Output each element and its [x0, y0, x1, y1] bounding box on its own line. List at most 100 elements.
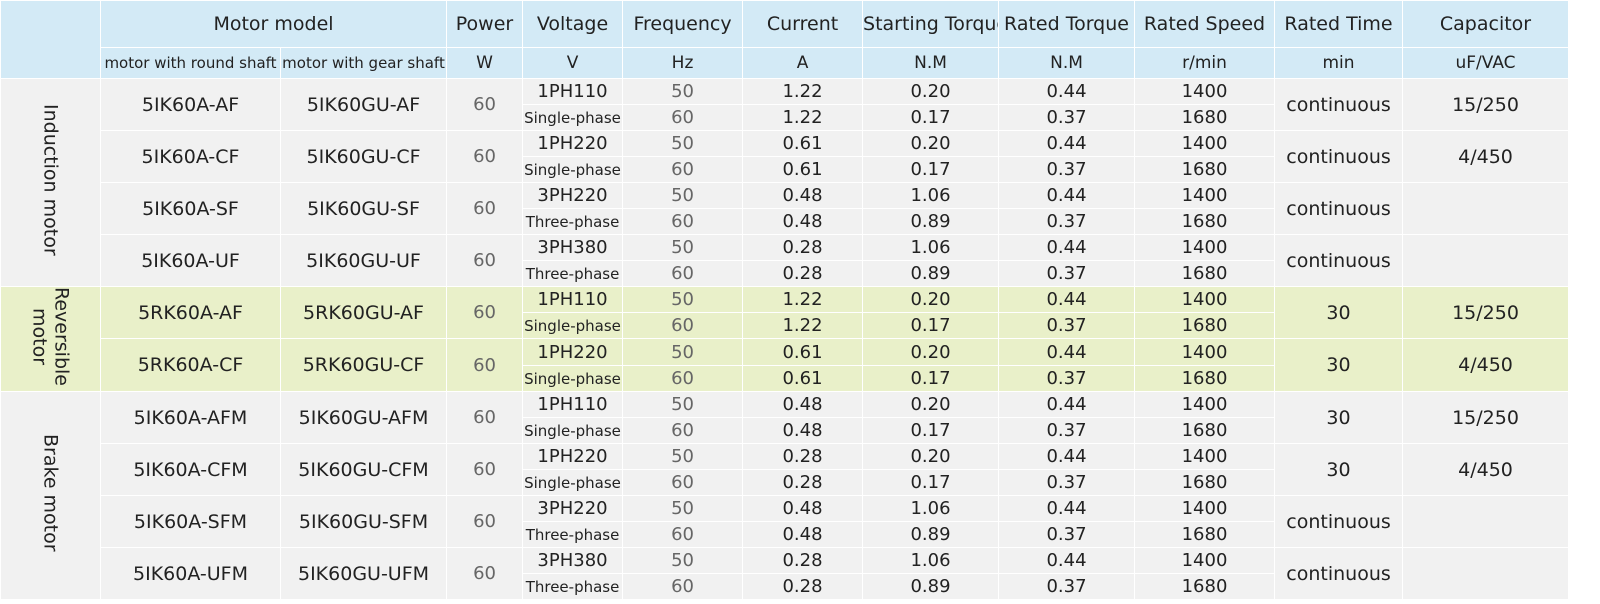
- round-shaft-model: 5IK60A-SFM: [100, 495, 281, 548]
- frequency-value: 50: [622, 182, 744, 209]
- starting-torque-value: 1.06: [862, 547, 1000, 574]
- round-shaft-model: 5RK60A-CF: [100, 338, 281, 392]
- rated-speed-value: 1680: [1134, 417, 1276, 444]
- table-row: 5IK60A-UFM 5IK60GU-UFM 60 3PH380 50 0.28 1.06 0…: [1, 547, 1570, 600]
- unit-current: A: [742, 47, 864, 79]
- rated-time-value: 30: [1274, 391, 1404, 444]
- phase-value: Single-phase: [522, 365, 624, 392]
- frequency-value: 60: [622, 469, 744, 496]
- rated-time-value: continuous: [1274, 182, 1404, 235]
- header-voltage: Voltage: [522, 0, 624, 48]
- header-rated-time: Rated Time: [1274, 0, 1404, 48]
- rated-torque-value: 0.44: [998, 286, 1136, 313]
- unit-capacitor: uF/VAC: [1402, 47, 1570, 79]
- round-shaft-model: 5RK60A-AF: [100, 286, 281, 339]
- rated-torque-value: 0.37: [998, 156, 1136, 183]
- rated-torque-value: 0.37: [998, 469, 1136, 496]
- header-motor-model: Motor model: [99, 0, 448, 48]
- starting-torque-value: 0.20: [862, 130, 1000, 157]
- rated-time-value: continuous: [1274, 547, 1404, 600]
- rated-torque-value: 0.37: [998, 260, 1136, 287]
- table-row: 5IK60A-CF 5IK60GU-CF 60 1PH220 50 0.61 0.20 0.4…: [1, 130, 1570, 183]
- frequency-value: 60: [622, 156, 744, 183]
- frequency-value: 50: [622, 78, 744, 105]
- rated-time-value: continuous: [1274, 234, 1404, 287]
- round-shaft-model: 5IK60A-UF: [100, 234, 281, 287]
- capacitor-value: 15/250: [1402, 391, 1570, 444]
- rated-torque-value: 0.44: [998, 130, 1136, 157]
- rated-time-value: 30: [1274, 286, 1404, 339]
- table-row: 5IK60A-SF 5IK60GU-SF 60 3PH220 50 0.48 1.06 0.4…: [1, 182, 1570, 235]
- frequency-value: 50: [622, 547, 744, 574]
- rated-speed-value: 1400: [1134, 547, 1276, 574]
- phase-value: Single-phase: [522, 156, 624, 183]
- frequency-value: 50: [622, 234, 744, 261]
- rated-torque-value: 0.37: [998, 573, 1136, 600]
- frequency-value: 60: [622, 208, 744, 235]
- starting-torque-value: 0.17: [862, 156, 1000, 183]
- frequency-value: 50: [622, 495, 744, 522]
- rated-speed-value: 1400: [1134, 443, 1276, 470]
- frequency-value: 50: [622, 443, 744, 470]
- rated-torque-value: 0.44: [998, 182, 1136, 209]
- current-value: 0.28: [742, 469, 864, 496]
- current-value: 0.48: [742, 521, 864, 548]
- rated-time-value: continuous: [1274, 78, 1404, 131]
- phase-value: Three-phase: [522, 208, 624, 235]
- unit-starting-torque: N.M: [862, 47, 1000, 79]
- phase-value: Single-phase: [522, 469, 624, 496]
- voltage-value: 1PH110: [522, 286, 624, 313]
- rated-speed-value: 1680: [1134, 156, 1276, 183]
- table-row: 5IK60A-CFM 5IK60GU-CFM 60 1PH220 50 0.28 0.20 0…: [1, 443, 1570, 496]
- current-value: 0.61: [742, 130, 864, 157]
- table-row: 5IK60A-SFM 5IK60GU-SFM 60 3PH220 50 0.48 1.06 0…: [1, 495, 1570, 548]
- table-row: Brake motor 5IK60A-AFM 5IK60GU-AFM 60 1PH110…: [0, 391, 1570, 600]
- phase-value: Three-phase: [522, 521, 624, 548]
- rated-speed-value: 1400: [1134, 234, 1276, 261]
- starting-torque-value: 0.20: [862, 391, 1000, 418]
- starting-torque-value: 0.89: [862, 521, 1000, 548]
- power-value: 60: [446, 130, 524, 183]
- phase-value: Single-phase: [522, 417, 624, 444]
- power-value: 60: [446, 78, 524, 131]
- table-row: Three-phase 60 0.48 0.89 0.37 1680: [1, 521, 1569, 548]
- current-value: 0.28: [742, 547, 864, 574]
- round-shaft-model: 5IK60A-AF: [100, 78, 281, 131]
- rated-torque-value: 0.37: [998, 208, 1136, 235]
- starting-torque-value: 0.17: [862, 365, 1000, 392]
- group-label: Reversible motor: [28, 287, 73, 387]
- starting-torque-value: 0.89: [862, 208, 1000, 235]
- table-row: Three-phase 60 0.28 0.89 0.37 1680: [1, 260, 1569, 287]
- table-row: Reversible motor 5RK60A-AF 5RK60GU-AF 60 1PH…: [0, 286, 1570, 392]
- starting-torque-value: 0.89: [862, 260, 1000, 287]
- current-value: 0.28: [742, 443, 864, 470]
- table-row: Single-phase 60 1.22 0.17 0.37 1680: [1, 104, 1569, 131]
- rated-time-value: 30: [1274, 338, 1404, 392]
- voltage-value: 1PH110: [522, 78, 624, 105]
- frequency-value: 50: [622, 286, 744, 313]
- starting-torque-value: 0.20: [862, 286, 1000, 313]
- round-shaft-model: 5IK60A-CFM: [100, 443, 281, 496]
- header-current: Current: [742, 0, 864, 48]
- power-value: 60: [446, 182, 524, 235]
- rated-speed-value: 1680: [1134, 104, 1276, 131]
- gear-shaft-model: 5RK60GU-CF: [279, 338, 448, 392]
- starting-torque-value: 1.06: [862, 182, 1000, 209]
- round-shaft-model: 5IK60A-CF: [100, 130, 281, 183]
- current-value: 0.48: [742, 391, 864, 418]
- capacitor-value: 15/250: [1402, 286, 1570, 339]
- current-value: 1.22: [742, 286, 864, 313]
- rated-speed-value: 1680: [1134, 208, 1276, 235]
- unit-round-shaft: motor with round shaft: [100, 47, 281, 79]
- phase-value: Three-phase: [522, 573, 624, 600]
- frequency-value: 60: [622, 104, 744, 131]
- rated-speed-value: 1400: [1134, 130, 1276, 157]
- header-corner: [0, 0, 101, 79]
- capacitor-value: 4/450: [1402, 443, 1570, 496]
- capacitor-value: 15/250: [1402, 78, 1570, 131]
- starting-torque-value: 0.20: [862, 78, 1000, 105]
- rated-torque-value: 0.44: [998, 495, 1136, 522]
- starting-torque-value: 1.06: [862, 234, 1000, 261]
- round-shaft-model: 5IK60A-AFM: [100, 391, 281, 444]
- frequency-value: 60: [622, 260, 744, 287]
